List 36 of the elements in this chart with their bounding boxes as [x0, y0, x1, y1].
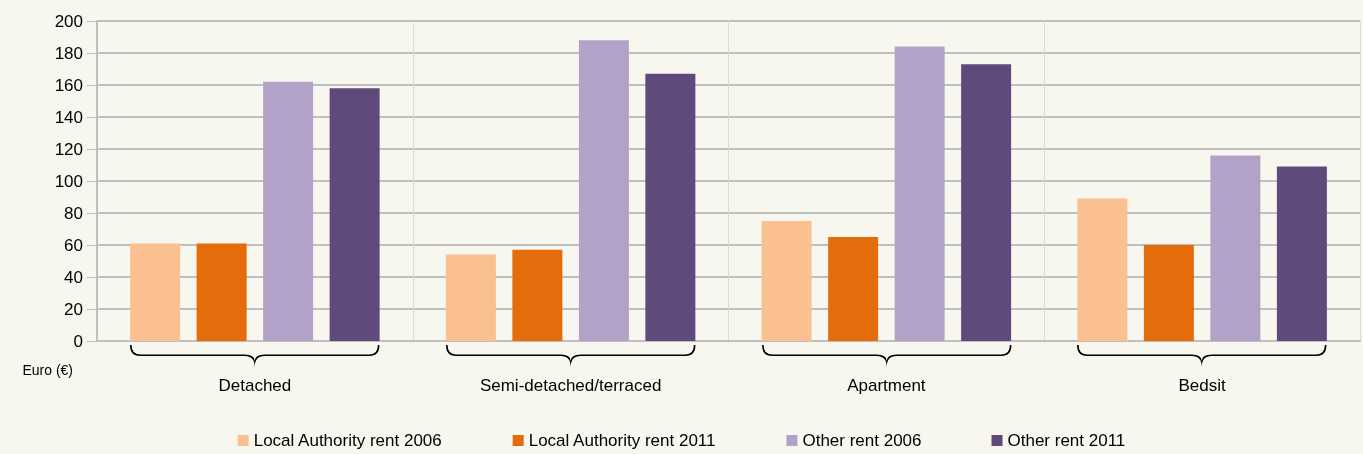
bar	[329, 88, 380, 341]
y-tick-label: 100	[54, 171, 83, 191]
y-tick-label: 120	[54, 139, 83, 159]
legend-label: Local Authority rent 2006	[253, 431, 442, 450]
y-tick-label: 80	[64, 203, 83, 223]
y-tick-label: 200	[54, 11, 83, 31]
x-tick-label: Bedsit	[1178, 376, 1227, 395]
y-tick-label: 160	[54, 75, 83, 95]
y-tick-label: 60	[64, 235, 83, 255]
x-tick-label: Apartment	[847, 376, 926, 395]
bar	[761, 221, 812, 341]
bar	[1143, 245, 1194, 341]
x-tick-label: Detached	[218, 376, 292, 395]
bar	[645, 73, 696, 341]
y-tick-label: 180	[54, 43, 83, 63]
legend-label: Other rent 2006	[802, 431, 922, 450]
y-tick-label: 20	[64, 299, 83, 319]
bar	[828, 237, 879, 341]
bar	[512, 249, 563, 341]
bar	[130, 243, 181, 341]
y-tick-label: 40	[64, 267, 83, 287]
y-axis-title: Euro (€)	[22, 362, 73, 378]
bar	[196, 243, 247, 341]
bar	[445, 254, 496, 341]
bar	[961, 64, 1012, 341]
legend-label: Local Authority rent 2011	[528, 431, 716, 450]
bar	[1077, 198, 1128, 341]
x-tick-label: Semi-detached/terraced	[479, 376, 662, 395]
y-tick-label: 0	[73, 331, 83, 351]
bar	[1210, 155, 1261, 341]
legend-label: Other rent 2011	[1007, 431, 1126, 450]
bar	[578, 40, 629, 341]
y-tick-label: 140	[54, 107, 83, 127]
bar	[894, 46, 945, 341]
bar	[263, 81, 314, 341]
bar	[1276, 166, 1327, 341]
